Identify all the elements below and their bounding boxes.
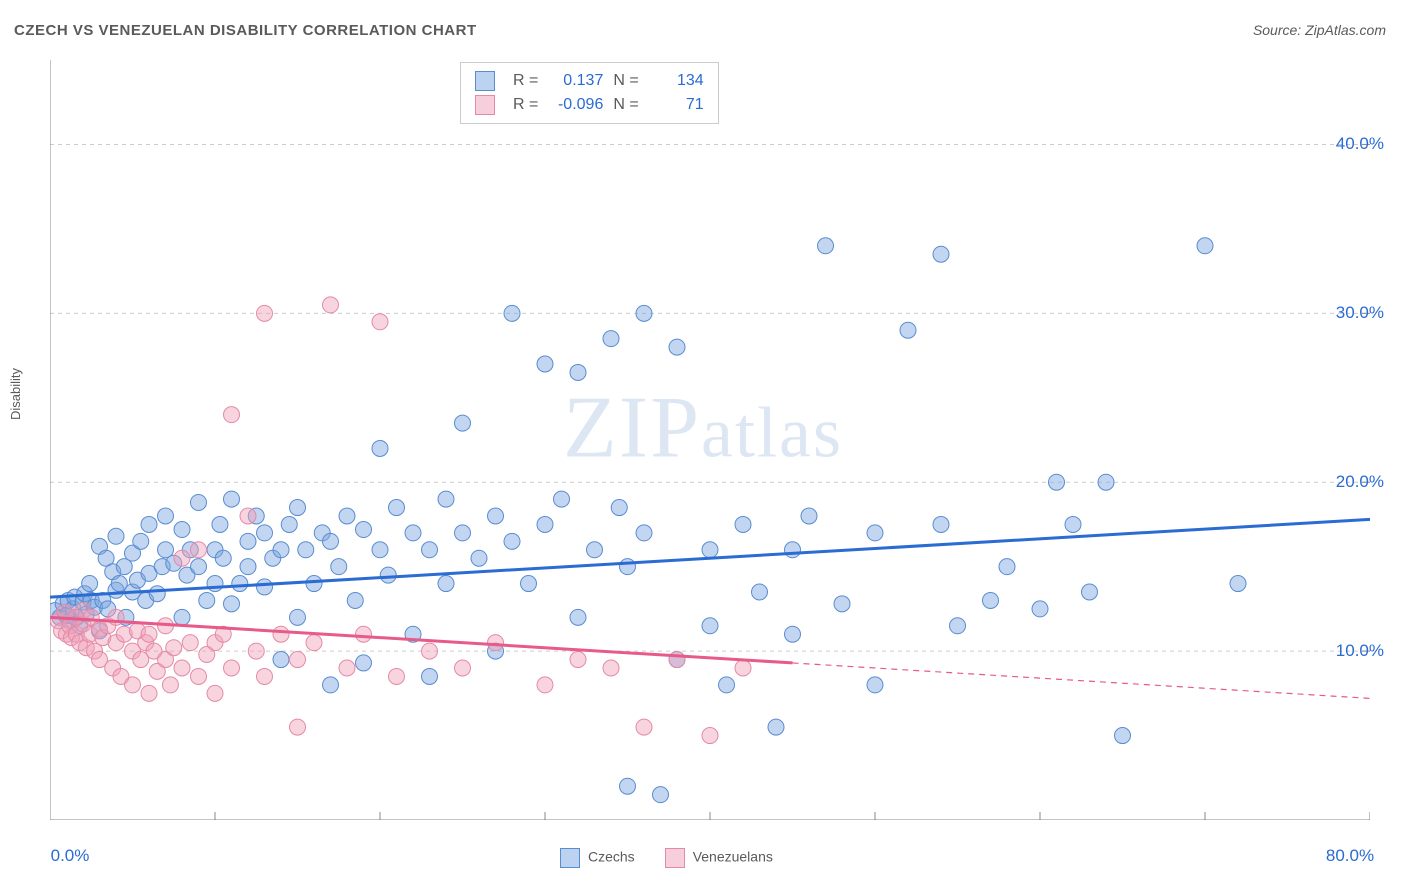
legend-swatch [560,848,580,868]
stat-n-value: 134 [649,69,704,93]
scatter-plot [50,60,1370,820]
stat-n-value: 71 [649,93,704,117]
stats-legend-box: R = 0.137 N = 134 R = -0.096 N = 71 [460,62,719,124]
stat-r-label: R = [513,93,538,117]
source-label: Source: ZipAtlas.com [1253,22,1386,38]
stat-swatch [475,71,495,91]
legend-swatch [665,848,685,868]
stat-row: R = -0.096 N = 71 [475,93,704,117]
legend-label: Venezuelans [693,849,773,865]
stat-n-label: N = [613,69,638,93]
stat-r-value: -0.096 [548,93,603,117]
stat-swatch [475,95,495,115]
legend-item: Czechs [560,848,635,868]
x-tick-label: 80.0% [1326,846,1374,866]
y-tick-label: 40.0% [1336,134,1384,154]
stat-row: R = 0.137 N = 134 [475,69,704,93]
y-tick-label: 20.0% [1336,472,1384,492]
chart-container: CZECH VS VENEZUELAN DISABILITY CORRELATI… [0,0,1406,892]
y-tick-label: 30.0% [1336,303,1384,323]
stat-r-value: 0.137 [548,69,603,93]
series-legend: Czechs Venezuelans [560,848,773,868]
chart-title: CZECH VS VENEZUELAN DISABILITY CORRELATI… [14,22,477,39]
stat-n-label: N = [613,93,638,117]
x-tick-label: 0.0% [51,846,90,866]
stat-r-label: R = [513,69,538,93]
legend-label: Czechs [588,849,635,865]
legend-item: Venezuelans [665,848,773,868]
y-axis-label: Disability [8,368,23,420]
y-tick-label: 10.0% [1336,641,1384,661]
